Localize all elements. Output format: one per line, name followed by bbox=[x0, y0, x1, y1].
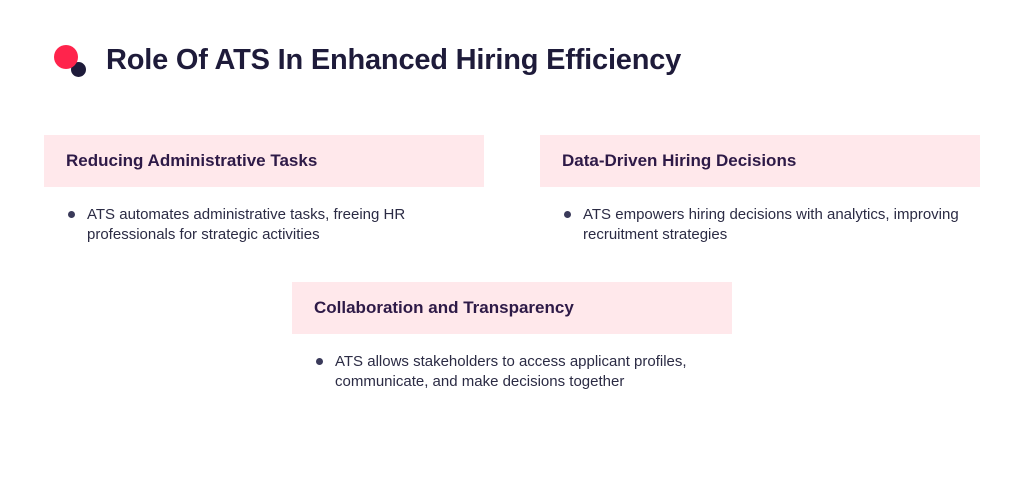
cards-row-top: Reducing Administrative Tasks ATS automa… bbox=[0, 135, 1024, 246]
card-reducing-admin: Reducing Administrative Tasks ATS automa… bbox=[44, 135, 484, 246]
cards-row-bottom: Collaboration and Transparency ATS allow… bbox=[0, 282, 1024, 393]
page-title: Role Of ATS In Enhanced Hiring Efficienc… bbox=[106, 44, 681, 77]
cards-container: Reducing Administrative Tasks ATS automa… bbox=[0, 135, 1024, 392]
card-data-driven: Data-Driven Hiring Decisions ATS empower… bbox=[540, 135, 980, 246]
card-text: ATS allows stakeholders to access applic… bbox=[335, 352, 714, 393]
card-body: ATS empowers hiring decisions with analy… bbox=[540, 187, 980, 246]
logo-pink-dot bbox=[54, 45, 78, 69]
card-heading: Reducing Administrative Tasks bbox=[44, 135, 484, 187]
card-heading: Collaboration and Transparency bbox=[292, 282, 732, 334]
bullet-icon bbox=[316, 358, 323, 365]
card-text: ATS empowers hiring decisions with analy… bbox=[583, 205, 962, 246]
card-body: ATS allows stakeholders to access applic… bbox=[292, 334, 732, 393]
card-text: ATS automates administrative tasks, free… bbox=[87, 205, 466, 246]
logo-icon bbox=[54, 45, 86, 77]
bullet-icon bbox=[68, 211, 75, 218]
card-heading: Data-Driven Hiring Decisions bbox=[540, 135, 980, 187]
header: Role Of ATS In Enhanced Hiring Efficienc… bbox=[0, 0, 1024, 77]
card-body: ATS automates administrative tasks, free… bbox=[44, 187, 484, 246]
card-collaboration: Collaboration and Transparency ATS allow… bbox=[292, 282, 732, 393]
bullet-icon bbox=[564, 211, 571, 218]
